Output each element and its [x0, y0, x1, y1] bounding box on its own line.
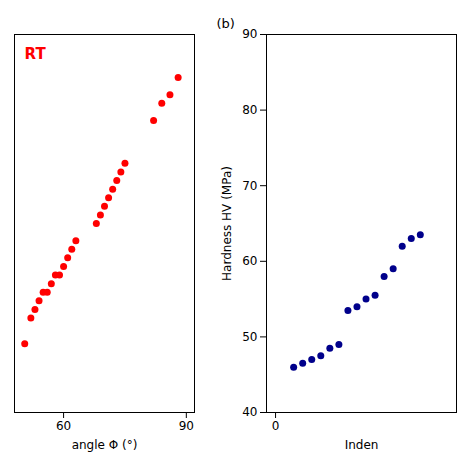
svg-text:angle Φ (°): angle Φ (°) [72, 438, 138, 452]
svg-text:50: 50 [242, 330, 257, 344]
svg-text:70: 70 [242, 179, 257, 193]
svg-text:40: 40 [242, 405, 257, 419]
svg-text:0: 0 [272, 419, 280, 433]
svg-text:Inden: Inden [345, 438, 379, 452]
svg-text:60: 60 [56, 419, 71, 433]
svg-text:80: 80 [242, 103, 257, 117]
svg-text:(b): (b) [217, 16, 235, 31]
svg-text:90: 90 [179, 419, 194, 433]
svg-text:RT: RT [25, 45, 47, 63]
svg-text:90: 90 [242, 27, 257, 41]
svg-text:Hardness HV (MPa): Hardness HV (MPa) [220, 166, 234, 281]
svg-text:60: 60 [242, 254, 257, 268]
